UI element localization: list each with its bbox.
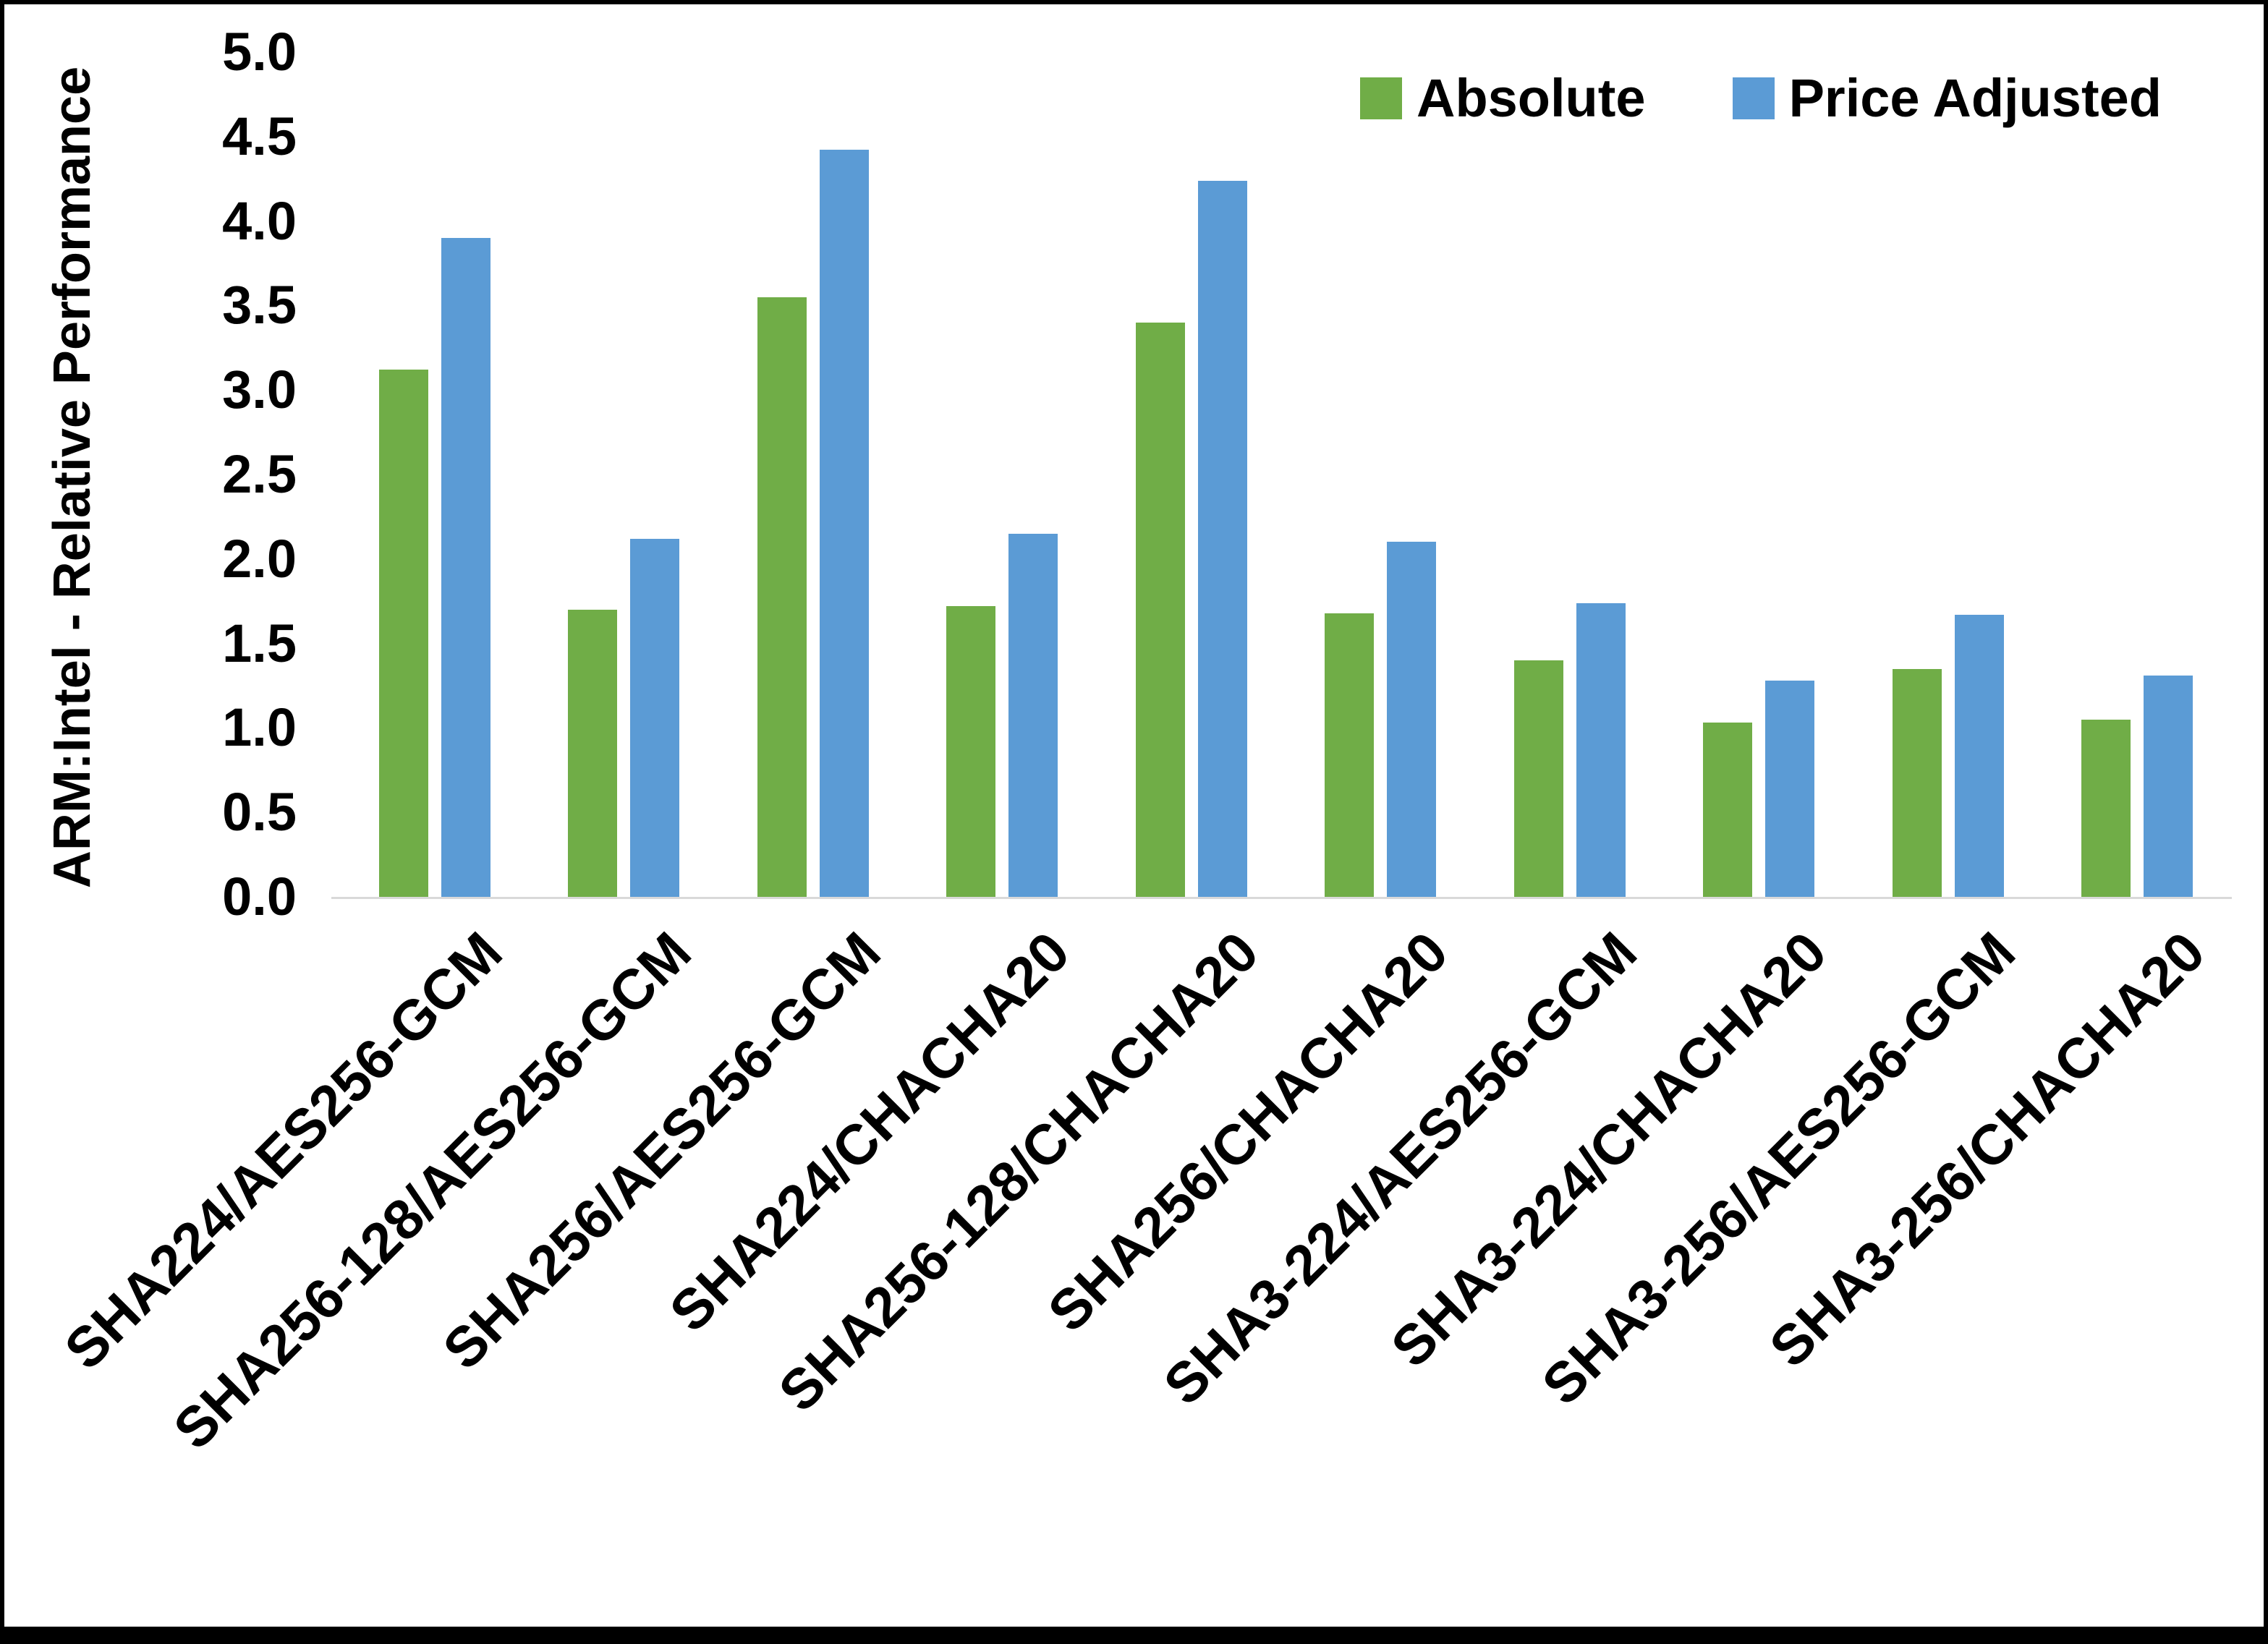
y-tick-label: 2.0	[222, 528, 297, 589]
y-tick-label: 2.5	[222, 444, 297, 504]
legend-swatch-absolute	[1360, 77, 1402, 119]
legend-item-absolute: Absolute	[1360, 69, 1646, 127]
x-axis-line	[331, 897, 2232, 899]
bar-price-adjusted	[1576, 602, 1626, 897]
y-tick-label: 4.0	[222, 190, 297, 251]
bar-absolute	[1325, 613, 1375, 897]
y-tick-label: 0.0	[222, 866, 297, 927]
bar-price-adjusted	[1954, 614, 2004, 897]
bar-absolute	[757, 297, 807, 897]
bar-price-adjusted	[2144, 675, 2193, 897]
bar-price-adjusted	[819, 150, 869, 897]
bar-absolute	[1135, 322, 1185, 897]
bar-absolute	[946, 606, 996, 897]
bar-absolute	[2081, 719, 2131, 897]
legend-label-price-adjusted: Price Adjusted	[1788, 68, 2162, 128]
y-tick-label: 3.0	[222, 359, 297, 420]
bar-price-adjusted	[1197, 180, 1247, 897]
bottom-black-bar	[0, 1627, 2268, 1644]
y-tick-label: 1.0	[222, 697, 297, 758]
bar-absolute	[1703, 723, 1753, 897]
bar-price-adjusted	[441, 237, 490, 897]
bar-absolute	[1513, 660, 1563, 897]
bar-price-adjusted	[630, 538, 680, 897]
bar-price-adjusted	[1387, 542, 1437, 897]
legend: Absolute Price Adjusted	[1360, 69, 2162, 127]
bar-absolute	[1892, 668, 1942, 897]
bar-absolute	[378, 370, 428, 897]
y-tick-label: 3.5	[222, 275, 297, 336]
y-tick-label: 0.5	[222, 782, 297, 843]
bar-price-adjusted	[1765, 680, 1815, 897]
legend-swatch-price-adjusted	[1732, 77, 1775, 119]
y-tick-label: 1.5	[222, 613, 297, 673]
y-tick-label: 5.0	[222, 22, 297, 82]
y-tick-label: 4.5	[222, 106, 297, 166]
bar-absolute	[568, 609, 618, 897]
legend-item-price-adjusted: Price Adjusted	[1732, 68, 2162, 128]
bar-price-adjusted	[1008, 533, 1058, 897]
legend-label-absolute: Absolute	[1417, 68, 1646, 128]
